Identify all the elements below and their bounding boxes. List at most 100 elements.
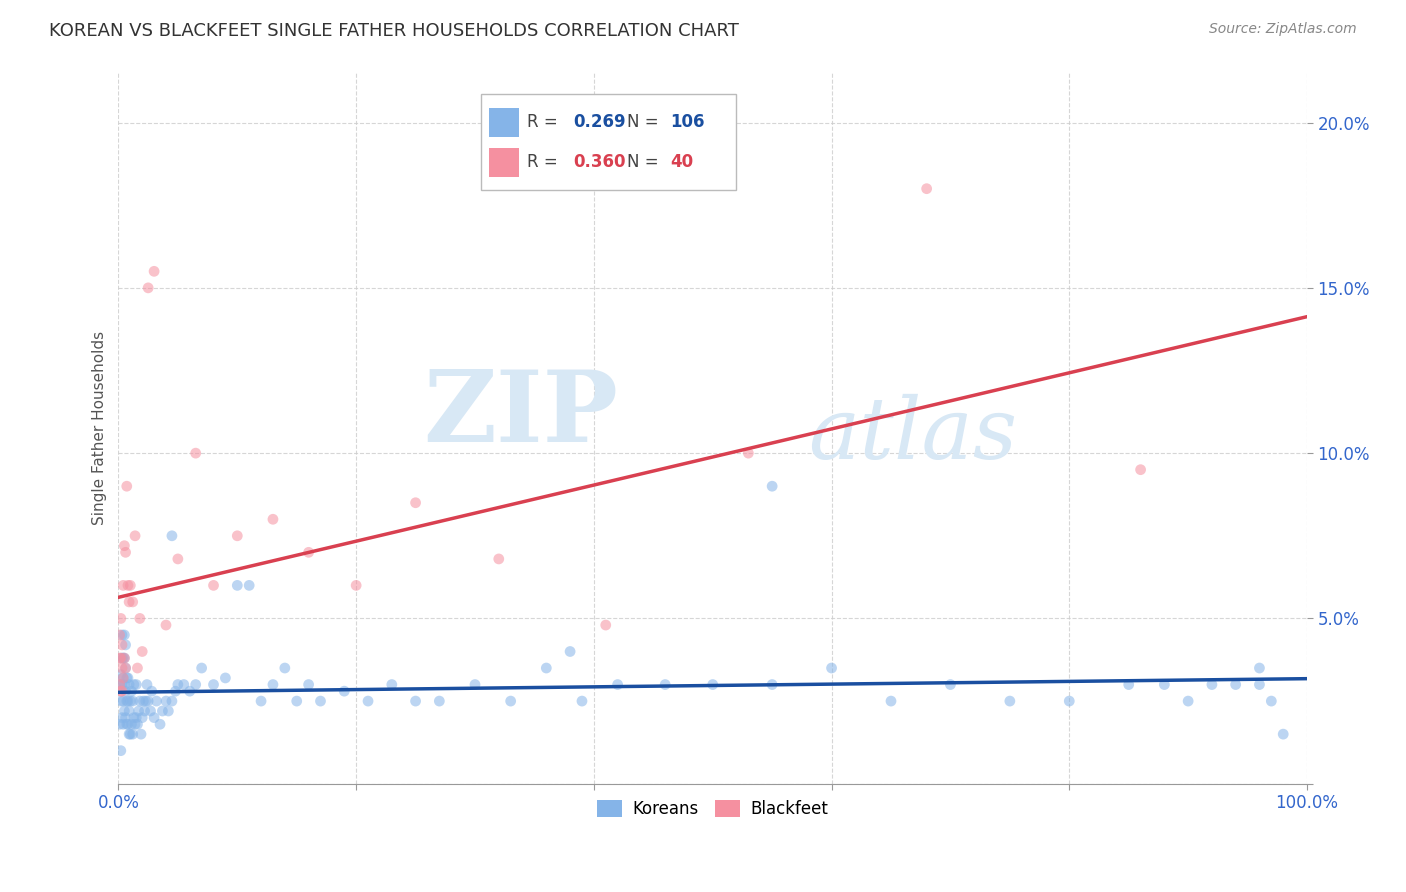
Point [122,677,145,691]
Point [125,711,148,725]
Point [405,694,427,708]
Point [202,578,225,592]
Point [1225,677,1247,691]
Point [114,684,136,698]
Point [155,694,177,708]
Point [139,704,162,718]
Point [536,661,558,675]
Point [167,677,190,691]
Point [297,677,319,691]
Point [149,717,172,731]
Point [1249,677,1271,691]
Point [115,479,138,493]
Point [111,661,134,675]
Point [118,727,141,741]
Point [143,711,166,725]
Point [167,552,190,566]
Point [111,684,134,698]
Point [120,727,142,741]
Point [250,694,273,708]
Point [111,677,134,691]
Point [135,694,157,708]
Point [108,628,131,642]
Point [121,684,143,698]
Point [112,704,135,718]
Point [108,677,131,691]
Point [737,446,759,460]
Point [226,578,249,592]
Point [184,677,207,691]
Point [558,644,581,658]
Point [190,661,212,675]
Point [134,704,156,718]
Point [880,694,903,708]
Point [115,717,138,731]
Point [238,578,260,592]
Point [127,717,149,731]
Point [129,727,152,741]
Point [333,684,356,698]
Point [117,578,139,592]
Point [115,694,138,708]
Point [309,694,332,708]
Point [285,694,308,708]
Point [124,717,146,731]
Point [1153,677,1175,691]
Point [112,671,135,685]
Point [111,638,134,652]
Point [112,717,135,731]
Point [571,694,593,708]
Point [121,717,143,731]
Point [136,694,159,708]
Point [184,446,207,460]
Point [427,694,450,708]
Point [202,677,225,691]
Point [464,677,486,691]
Point [122,711,145,725]
Point [110,744,132,758]
Point [1118,677,1140,691]
Point [128,694,150,708]
Point [136,281,159,295]
Point [112,539,135,553]
Point [127,661,149,675]
Point [121,727,143,741]
Point [110,694,132,708]
Point [499,694,522,708]
Point [115,671,138,685]
Point [654,677,676,691]
Point [118,677,141,691]
Point [357,694,380,708]
Point [128,611,150,625]
Point [998,694,1021,708]
Point [125,677,148,691]
Point [145,694,167,708]
Point [124,529,146,543]
Point [110,684,132,698]
Point [1201,677,1223,691]
Point [118,595,141,609]
Point [1059,694,1081,708]
Point [111,628,134,642]
Point [702,677,724,691]
Point [297,545,319,559]
Legend: Koreans, Blackfeet: Koreans, Blackfeet [591,794,835,825]
Point [155,618,177,632]
Point [152,704,174,718]
Point [108,717,131,731]
Point [262,512,284,526]
Point [117,694,139,708]
Point [112,671,135,685]
Text: ZIP: ZIP [423,366,617,463]
Point [344,578,367,592]
Point [131,644,153,658]
Point [1129,463,1152,477]
Point [1272,727,1295,741]
Point [1177,694,1199,708]
Point [114,711,136,725]
Point [157,704,180,718]
Point [111,711,134,725]
Point [110,611,132,625]
Point [381,677,404,691]
Point [1249,661,1271,675]
